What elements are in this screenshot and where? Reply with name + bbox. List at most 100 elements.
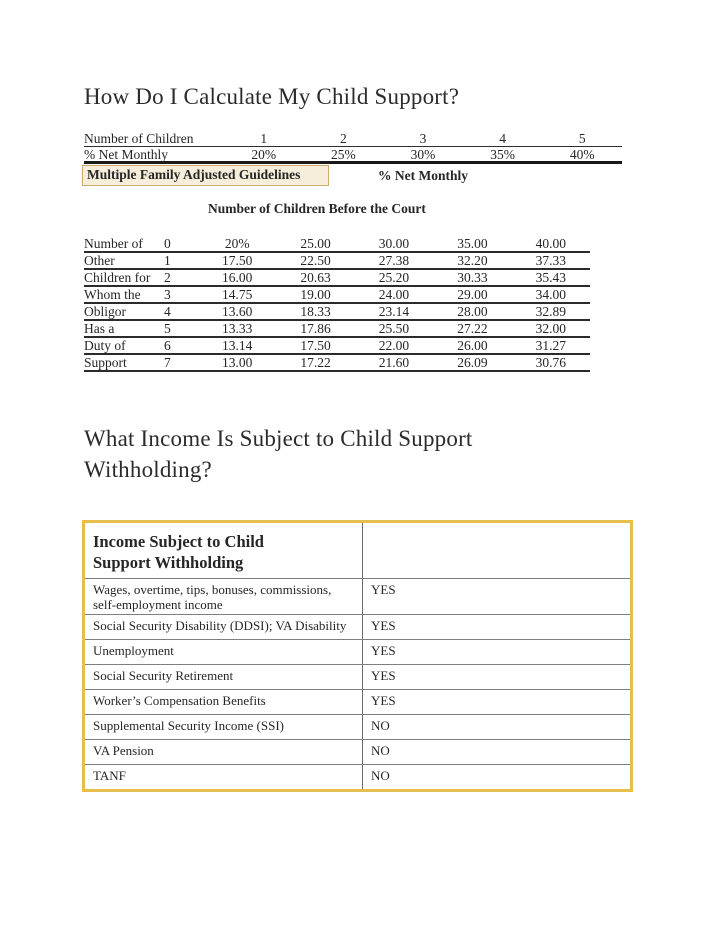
page-title-income-subject: What Income Is Subject to Child Support … <box>84 426 473 482</box>
withholding-answer: YES <box>371 618 396 633</box>
income-table-header-text: Income Subject to Child Support Withhold… <box>93 532 264 572</box>
row-label: Children for <box>84 270 151 285</box>
table-cell: 19.00 <box>300 287 331 302</box>
other-children-count-cell: 4 <box>164 304 171 319</box>
table-cell: 34.00 <box>535 287 566 302</box>
table-cell: 25.50 <box>378 321 410 336</box>
table-cell: 13.60 <box>222 304 253 319</box>
income-type-cell: Wages, overtime, tips, bonuses, commissi… <box>85 579 363 614</box>
withholding-answer-cell: YES <box>363 690 630 714</box>
table-cell: 23.14 <box>378 304 410 319</box>
table-cell: 13.14 <box>222 338 253 353</box>
table-cell: 29.00 <box>457 287 488 302</box>
table-cell: 35.00 <box>457 236 488 251</box>
other-children-count-cell: 6 <box>164 338 171 353</box>
table-cell: 1 <box>260 131 268 146</box>
table-cell: 30.33 <box>457 270 488 285</box>
other-children-count-cell: 2 <box>164 270 171 285</box>
income-type-cell: Social Security Disability (DDSI); VA Di… <box>85 615 363 639</box>
guidelines-table-row: Other 1 17.50 22.50 27.38 32.20 37.33 <box>84 253 590 270</box>
income-type-cell: Worker’s Compensation Benefits <box>85 690 363 714</box>
table-cell: 32.89 <box>535 304 566 319</box>
table-cell: 5 <box>578 131 586 146</box>
table-cell: 26.09 <box>457 355 488 370</box>
table-cell: 18.33 <box>300 304 331 319</box>
income-table-header-empty-cell <box>363 523 630 578</box>
withholding-answer-cell: NO <box>363 765 630 789</box>
table-row-net-monthly: % Net Monthly 20% 25% 30% 35% 40% <box>84 147 622 164</box>
withholding-answer: YES <box>371 582 396 597</box>
withholding-answer: YES <box>371 668 396 683</box>
table-cell: 32.00 <box>535 321 566 336</box>
withholding-answer: YES <box>371 693 396 708</box>
table-cell: 35% <box>490 147 515 162</box>
table-cell: 25.20 <box>378 270 410 285</box>
income-type-label: Worker’s Compensation Benefits <box>93 693 266 708</box>
table-cell: 13.33 <box>222 321 253 336</box>
table-cell: 30.00 <box>378 236 410 251</box>
table-cell: 37.33 <box>535 253 566 268</box>
income-type-label: Supplemental Security Income (SSI) <box>93 718 284 733</box>
income-type-cell: Unemployment <box>85 640 363 664</box>
table-cell: 20.63 <box>300 270 331 285</box>
row-label: Support <box>84 355 127 370</box>
table-cell: 35.43 <box>535 270 566 285</box>
other-children-count-cell: 1 <box>164 253 171 268</box>
income-table-body: Wages, overtime, tips, bonuses, commissi… <box>85 578 630 789</box>
income-type-cell: Social Security Retirement <box>85 665 363 689</box>
table-cell: 30% <box>410 147 436 162</box>
row-label: Number of <box>84 236 143 251</box>
table-cell: 22.50 <box>300 253 331 268</box>
income-table-row: VA Pension NO <box>85 739 630 764</box>
income-type-cell: VA Pension <box>85 740 363 764</box>
income-type-label: Social Security Disability (DDSI); VA Di… <box>93 618 347 633</box>
withholding-answer: NO <box>371 718 390 733</box>
table-cell: 22.00 <box>378 338 410 353</box>
withholding-answer: NO <box>371 743 390 758</box>
income-table-row: Supplemental Security Income (SSI) NO <box>85 714 630 739</box>
income-table-row: Wages, overtime, tips, bonuses, commissi… <box>85 578 630 614</box>
withholding-answer: YES <box>371 643 396 658</box>
other-children-count-cell: 0 <box>164 236 171 251</box>
table-cell: 26.00 <box>457 338 488 353</box>
row-label: Whom the <box>84 287 141 302</box>
withholding-answer-cell: YES <box>363 579 630 614</box>
row-label: Duty of <box>84 338 126 353</box>
row-label: Has a <box>84 321 115 336</box>
table-cell: 31.27 <box>535 338 566 353</box>
table-cell: 4 <box>499 131 506 146</box>
income-type-label: Wages, overtime, tips, bonuses, commissi… <box>93 582 332 612</box>
table-cell: 2 <box>340 131 347 146</box>
table-cell: 20% <box>251 147 277 162</box>
table-cell: 27.38 <box>378 253 410 268</box>
income-withholding-table: Income Subject to Child Support Withhold… <box>82 520 633 792</box>
guidelines-table-row: Whom the 3 14.75 19.00 24.00 29.00 34.00 <box>84 287 590 304</box>
income-table-row: Worker’s Compensation Benefits YES <box>85 689 630 714</box>
withholding-answer-cell: YES <box>363 640 630 664</box>
table-cell: 17.22 <box>300 355 331 370</box>
income-type-label: Unemployment <box>93 643 174 658</box>
income-table-row: Social Security Retirement YES <box>85 664 630 689</box>
table-cell: 28.00 <box>457 304 488 319</box>
income-table-row: TANF NO <box>85 764 630 789</box>
children-before-court-title: Number of Children Before the Court <box>208 201 426 216</box>
income-type-label: Social Security Retirement <box>93 668 234 683</box>
table-cell: 40.00 <box>535 236 566 251</box>
row-label: Other <box>84 253 115 268</box>
income-type-label: VA Pension <box>93 743 154 758</box>
withholding-answer: NO <box>371 768 390 783</box>
withholding-answer-cell: YES <box>363 615 630 639</box>
table-cell: 17.50 <box>300 338 331 353</box>
table-cell: 25.00 <box>300 236 331 251</box>
table-cell: 13.00 <box>222 355 253 370</box>
row-label: Number of Children <box>84 131 194 146</box>
table-cell: 16.00 <box>222 270 253 285</box>
table-cell: 40% <box>569 147 595 162</box>
table-cell: 17.86 <box>300 321 331 336</box>
other-children-count-cell: 5 <box>164 321 171 336</box>
net-monthly-guideline-table: Number of Children 1 2 3 4 5 % Net Month… <box>84 131 622 164</box>
guidelines-table-row: Children for 2 16.00 20.63 25.20 30.33 3… <box>84 270 590 287</box>
table-row-number-of-children: Number of Children 1 2 3 4 5 <box>84 131 622 147</box>
income-type-label: TANF <box>93 768 126 783</box>
